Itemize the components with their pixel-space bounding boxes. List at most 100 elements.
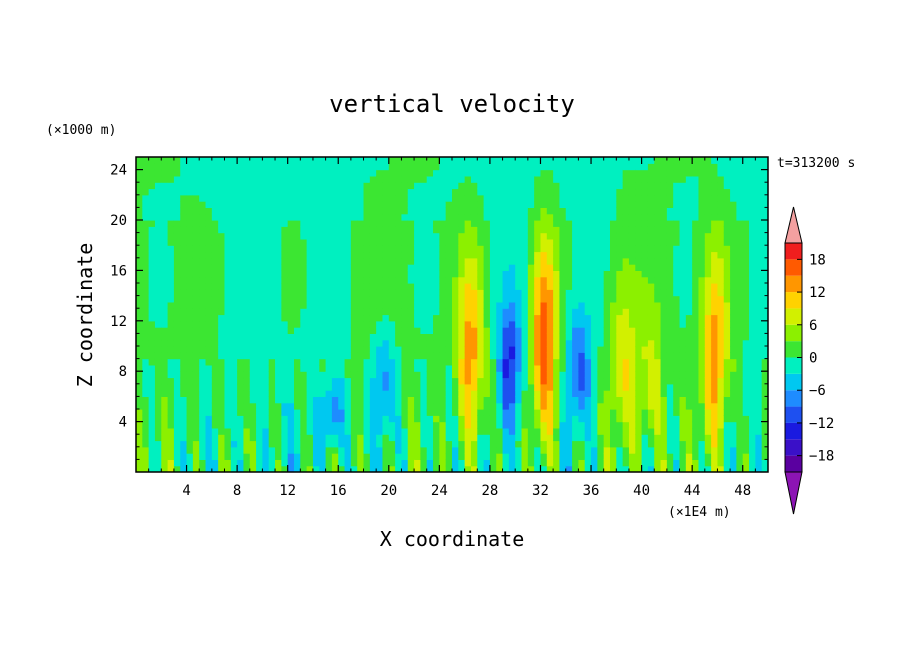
field-cell: [148, 163, 156, 171]
field-cell: [502, 440, 510, 448]
field-cell: [578, 276, 586, 284]
field-cell: [698, 201, 706, 208]
field-cell: [420, 283, 428, 290]
field-cell: [167, 327, 175, 334]
field-cell: [584, 295, 592, 303]
field-cell: [534, 301, 542, 309]
field-cell: [515, 421, 523, 429]
field-cell: [755, 308, 763, 316]
field-cell: [167, 220, 175, 227]
field-cell: [572, 175, 579, 183]
field-cell: [464, 188, 472, 196]
field-cell: [464, 201, 472, 208]
field-cell: [186, 352, 194, 360]
field-cell: [275, 182, 282, 190]
field-cell: [199, 446, 207, 454]
field-cell: [647, 157, 655, 164]
field-cell: [591, 440, 598, 448]
field-cell: [584, 453, 592, 460]
field-cell: [199, 194, 207, 202]
field-cell: [199, 320, 207, 328]
field-cell: [395, 182, 403, 190]
field-cell: [749, 213, 756, 221]
field-cell: [395, 415, 403, 423]
field-cell: [350, 270, 358, 278]
field-cell: [597, 371, 605, 379]
field-cell: [666, 169, 674, 177]
field-cell: [508, 409, 516, 416]
field-cell: [452, 308, 459, 316]
field-cell: [230, 257, 238, 265]
field-cell: [211, 182, 219, 190]
field-cell: [218, 251, 226, 259]
field-cell: [243, 390, 251, 397]
field-cell: [148, 157, 156, 164]
field-cell: [420, 245, 428, 253]
field-cell: [723, 238, 731, 246]
field-cell: [388, 175, 396, 183]
field-cell: [584, 157, 592, 164]
field-cell: [180, 352, 188, 360]
field-cell: [414, 440, 421, 448]
field-cell: [331, 270, 339, 278]
field-cell: [154, 251, 162, 259]
field-cell: [546, 339, 554, 347]
field-cell: [692, 327, 700, 334]
field-cell: [628, 377, 636, 385]
field-cell: [496, 276, 504, 284]
field-cell: [717, 346, 725, 353]
field-cell: [736, 245, 744, 253]
field-cell: [262, 220, 270, 227]
field-cell: [161, 283, 169, 290]
field-cell: [414, 245, 421, 253]
field-cell: [464, 276, 472, 284]
field-cell: [262, 440, 270, 448]
field-cell: [452, 371, 459, 379]
field-cell: [584, 238, 592, 246]
field-cell: [312, 421, 320, 429]
field-cell: [268, 421, 276, 429]
field-cell: [616, 251, 624, 259]
field-cell: [603, 226, 611, 234]
field-cell: [445, 427, 453, 435]
field-cell: [610, 163, 617, 171]
field-cell: [161, 220, 169, 227]
field-cell: [199, 390, 207, 397]
field-cell: [439, 194, 447, 202]
field-cell: [578, 301, 586, 309]
field-cell: [369, 409, 377, 416]
field-cell: [742, 207, 750, 215]
field-cell: [730, 314, 737, 322]
field-cell: [401, 251, 409, 259]
field-cell: [401, 182, 409, 190]
field-cell: [363, 232, 371, 240]
field-cell: [660, 283, 668, 290]
field-cell: [186, 289, 194, 297]
field-cell: [249, 232, 257, 240]
field-cell: [502, 182, 510, 190]
field-cell: [224, 226, 232, 234]
field-cell: [578, 440, 586, 448]
field-cell: [363, 421, 371, 429]
field-cell: [685, 226, 693, 234]
field-cell: [673, 364, 681, 372]
field-cell: [199, 182, 207, 190]
field-cell: [654, 434, 662, 442]
field-cell: [154, 276, 162, 284]
field-cell: [363, 371, 371, 379]
field-cell: [331, 415, 339, 423]
field-cell: [142, 295, 150, 303]
field-cell: [723, 175, 731, 183]
field-cell: [647, 427, 655, 435]
field-cell: [218, 314, 226, 322]
field-cell: [344, 257, 352, 265]
field-cell: [249, 333, 257, 341]
field-cell: [723, 434, 731, 442]
field-cell: [401, 226, 409, 234]
field-cell: [502, 226, 510, 234]
field-cell: [761, 371, 768, 379]
field-cell: [565, 415, 573, 423]
field-cell: [249, 163, 257, 171]
field-cell: [508, 226, 516, 234]
field-cell: [610, 169, 617, 177]
